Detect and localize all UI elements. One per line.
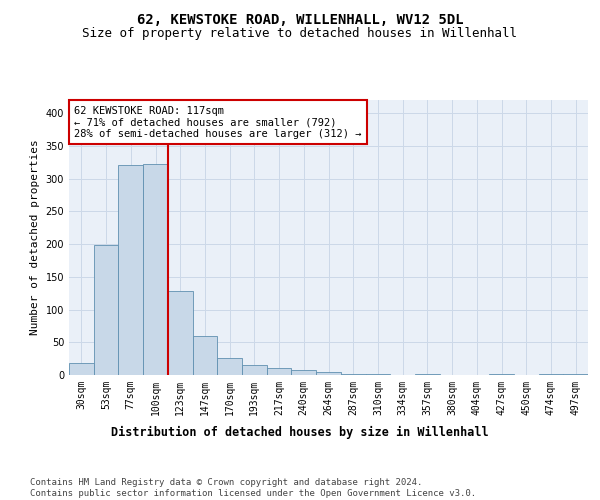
Bar — [563, 374, 588, 375]
Bar — [365, 374, 390, 375]
Bar — [217, 358, 242, 375]
Bar — [489, 374, 514, 375]
Bar — [143, 164, 168, 375]
Text: Size of property relative to detached houses in Willenhall: Size of property relative to detached ho… — [83, 28, 517, 40]
Y-axis label: Number of detached properties: Number of detached properties — [30, 140, 40, 336]
Bar — [415, 374, 440, 375]
Bar — [316, 372, 341, 375]
Bar — [69, 363, 94, 375]
Bar — [539, 374, 563, 375]
Bar — [118, 166, 143, 375]
Text: 62, KEWSTOKE ROAD, WILLENHALL, WV12 5DL: 62, KEWSTOKE ROAD, WILLENHALL, WV12 5DL — [137, 12, 463, 26]
Bar — [193, 336, 217, 375]
Bar — [94, 244, 118, 375]
Bar — [242, 365, 267, 375]
Bar — [267, 368, 292, 375]
Bar — [341, 374, 365, 375]
Text: 62 KEWSTOKE ROAD: 117sqm
← 71% of detached houses are smaller (792)
28% of semi-: 62 KEWSTOKE ROAD: 117sqm ← 71% of detach… — [74, 106, 362, 138]
Text: Contains HM Land Registry data © Crown copyright and database right 2024.
Contai: Contains HM Land Registry data © Crown c… — [30, 478, 476, 498]
Text: Distribution of detached houses by size in Willenhall: Distribution of detached houses by size … — [111, 426, 489, 439]
Bar — [168, 291, 193, 375]
Bar — [292, 370, 316, 375]
